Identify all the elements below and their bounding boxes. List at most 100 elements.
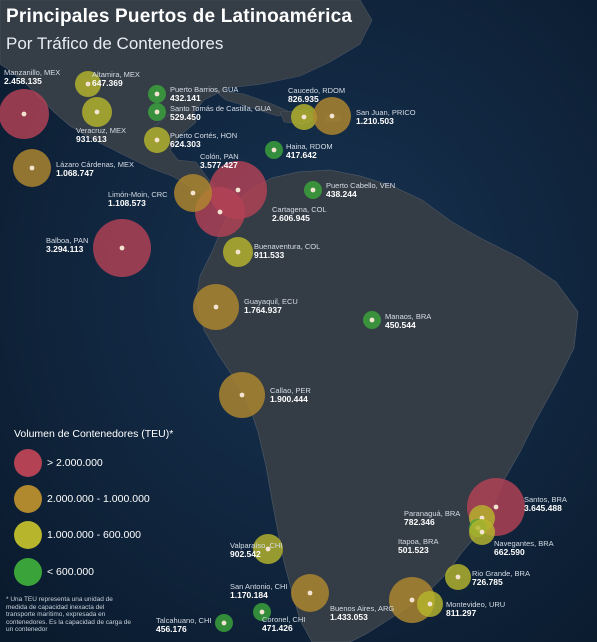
page-title: Principales Puertos de Latinoamérica xyxy=(6,6,353,27)
port-dot-guayaquil-ecu xyxy=(213,304,219,310)
footnote: * Una TEU representa una unidad de medid… xyxy=(6,596,132,634)
port-name: Itapoa, BRA xyxy=(398,537,439,546)
port-value: 2.606.945 xyxy=(272,213,310,223)
port-name: Coronel, CHI xyxy=(262,615,306,624)
port-label-altamira-mex: Altamira, MEX 647.369 xyxy=(92,70,140,88)
port-label-limon-moin-crc: Limón-Moin, CRC 1.108.573 xyxy=(108,190,168,208)
port-dot-cartagena-col xyxy=(217,209,223,215)
port-dot-manzanillo-mex xyxy=(21,111,27,117)
port-label-manzanillo-mex: Manzanillo, MEX 2.458.135 xyxy=(4,68,60,86)
port-value: 456.176 xyxy=(156,624,187,634)
port-value: 826.935 xyxy=(288,94,319,104)
port-dot-puerto-barrios-gua xyxy=(154,91,160,97)
port-name: Manaos, BRA xyxy=(385,312,432,321)
port-label-guayaquil-ecu: Guayaquil, ECU 1.764.937 xyxy=(244,297,298,315)
port-label-caucedo-rdom: Caucedo, RDOM 826.935 xyxy=(288,86,345,104)
port-name: Guayaquil, ECU xyxy=(244,297,298,306)
port-value: 931.613 xyxy=(76,134,107,144)
port-dot-rio-grande-bra xyxy=(455,574,461,580)
port-value: 811.297 xyxy=(446,608,477,618)
port-label-puerto-cortes-hon: Puerto Cortés, HON 624.303 xyxy=(170,131,237,149)
port-dot-balboa-pan xyxy=(119,245,125,251)
port-name: Veracruz, MEX xyxy=(76,126,127,135)
port-label-buenaventura-col: Buenaventura, COL 911.533 xyxy=(254,242,320,260)
port-value: 662.590 xyxy=(494,547,525,557)
port-label-cartagena-col: Cartagena, COL 2.606.945 xyxy=(272,205,327,223)
port-name: Balboa, PAN xyxy=(46,236,89,245)
port-value: 647.369 xyxy=(92,78,123,88)
port-name: Haina, RDOM xyxy=(286,142,333,151)
port-label-veracruz-mex: Veracruz, MEX 931.613 xyxy=(76,126,126,144)
port-dot-san-juan-prico xyxy=(329,113,335,119)
port-value: 438.244 xyxy=(326,189,357,199)
legend-label-600k-1m: 1.000.000 - 600.000 xyxy=(47,529,141,541)
port-name: Cartagena, COL xyxy=(272,205,327,214)
port-value: 1.900.444 xyxy=(270,394,308,404)
port-value: 911.533 xyxy=(254,250,285,260)
port-dot-montevideo-uru xyxy=(427,601,433,607)
port-label-colon-pan: Colón, PAN 3.577.427 xyxy=(200,152,239,170)
port-label-buenos-aires-arg: Buenos Aires, ARG 1.433.053 xyxy=(330,604,394,622)
port-value: 1.170.184 xyxy=(230,590,268,600)
port-value: 3.294.113 xyxy=(46,244,84,254)
page-subtitle: Por Tráfico de Contenedores xyxy=(6,34,224,53)
port-value: 782.346 xyxy=(404,517,435,527)
port-dot-buenos-aires-arg xyxy=(409,597,415,603)
port-name: Buenaventura, COL xyxy=(254,242,321,251)
port-dot-colon-pan xyxy=(235,187,241,193)
port-label-montevideo-uru: Montevideo, URU 811.297 xyxy=(446,600,505,618)
port-name: Navegantes, BRA xyxy=(494,539,554,548)
port-label-navegantes-bra: Navegantes, BRA 662.590 xyxy=(494,539,554,557)
port-dot-callao-per xyxy=(239,392,245,398)
port-dot-altamira-mex xyxy=(85,81,91,87)
port-value: 3.577.427 xyxy=(200,160,238,170)
port-name: Colón, PAN xyxy=(200,152,239,161)
port-label-puerto-cabello-ven: Puerto Cabello, VEN 438.244 xyxy=(326,181,395,199)
port-name: Limón-Moin, CRC xyxy=(108,190,168,199)
port-name: Caucedo, RDOM xyxy=(288,86,346,95)
port-name: Puerto Cortés, HON xyxy=(170,131,238,140)
port-value: 1.210.503 xyxy=(356,116,394,126)
port-name: San Juan, PRICO xyxy=(356,108,416,117)
port-label-valparaiso-chi: Valparaíso, CHI 902.542 xyxy=(230,541,282,559)
legend-title: Volumen de Contenedores (TEU)* xyxy=(14,428,174,440)
port-value: 624.303 xyxy=(170,139,201,149)
port-name: Lázaro Cárdenas, MEX xyxy=(56,160,134,169)
port-label-lazaro-cardenas-mex: Lázaro Cárdenas, MEX 1.068.747 xyxy=(56,160,134,178)
port-name: San Antonio, CHI xyxy=(230,582,288,591)
port-label-balboa-pan: Balboa, PAN 3.294.113 xyxy=(46,236,88,254)
port-dot-valparaiso-chi xyxy=(265,546,271,552)
port-value: 1.433.053 xyxy=(330,612,368,622)
port-label-puerto-barrios-gua: Puerto Barrios, GUA 432.141 xyxy=(170,85,238,103)
port-dot-san-antonio-chi xyxy=(307,590,313,596)
port-dot-santo-tomas-de-castilla-gua xyxy=(154,109,160,115)
port-label-itapoa-bra: Itapoa, BRA 501.523 xyxy=(398,537,438,555)
port-dot-puerto-cabello-ven xyxy=(310,187,316,193)
port-label-san-antonio-chi: San Antonio, CHI 1.170.184 xyxy=(230,582,288,600)
port-value: 450.544 xyxy=(385,320,416,330)
legend-swatch-1m-2m xyxy=(14,485,42,513)
port-value: 3.645.488 xyxy=(524,503,562,513)
port-value: 529.450 xyxy=(170,112,201,122)
port-dot-haina-rdom xyxy=(271,147,277,153)
port-label-coronel-chi: Coronel, CHI 471.426 xyxy=(262,615,305,633)
port-name: Montevideo, URU xyxy=(446,600,506,609)
legend-label-over-2m: > 2.000.000 xyxy=(47,457,103,469)
port-value: 1.068.747 xyxy=(56,168,94,178)
port-name: Rio Grande, BRA xyxy=(472,569,530,578)
port-dot-caucedo-rdom xyxy=(301,114,307,120)
port-value: 432.141 xyxy=(170,93,201,103)
port-dot-santos-bra xyxy=(493,504,499,510)
legend-swatch-over-2m xyxy=(14,449,42,477)
port-name: Callao, PER xyxy=(270,386,311,395)
port-label-santos-bra: Santos, BRA 3.645.488 xyxy=(524,495,567,513)
port-dot-veracruz-mex xyxy=(94,109,100,115)
port-label-rio-grande-bra: Rio Grande, BRA 726.785 xyxy=(472,569,530,587)
port-name: Paranaguá, BRA xyxy=(404,509,461,518)
port-name: Buenos Aires, ARG xyxy=(330,604,395,613)
port-name: Puerto Barrios, GUA xyxy=(170,85,239,94)
port-name: Altamira, MEX xyxy=(92,70,140,79)
port-dot-buenaventura-col xyxy=(235,249,241,255)
port-value: 902.542 xyxy=(230,549,261,559)
